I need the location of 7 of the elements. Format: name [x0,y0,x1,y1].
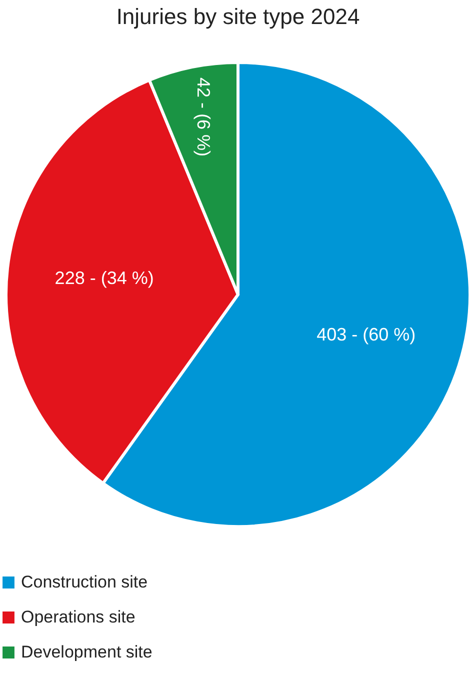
data-label: 42 - (6 %) [194,77,214,157]
data-label: 403 - (60 %) [316,324,416,345]
legend-label: Development site [21,642,152,662]
legend-label: Operations site [21,608,136,626]
legend-label: Construction site [21,572,148,592]
data-label: 228 - (34 %) [54,268,154,288]
chart-title: Injuries by site type 2024 [116,4,360,29]
